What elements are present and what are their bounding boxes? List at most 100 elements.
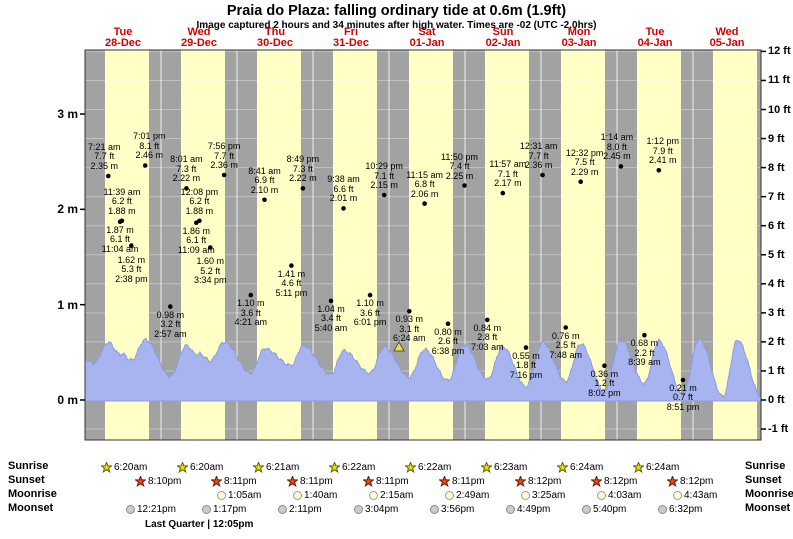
tide-point-dot [680, 377, 686, 383]
tide-point-dot [328, 298, 334, 304]
sunrise-entry: 6:24am [557, 461, 603, 473]
tide-annotation: 0.84 m 2.8 ft 7:03 am [471, 322, 504, 352]
sunset-star-icon [439, 475, 450, 487]
moonrise-time: 3:25am [532, 489, 566, 501]
moonrise-circle-icon [369, 490, 378, 500]
day-label: Sat 01-Jan [409, 26, 445, 49]
meter-axis-label: 0 m [57, 393, 78, 407]
page-title: Praia do Plaza: falling ordinary tide at… [226, 3, 567, 19]
moonset-time: 3:04pm [365, 503, 399, 515]
moonset-circle-icon [658, 504, 667, 514]
tide-annotation: 0.68 m 2.2 ft 8:39 am [628, 338, 661, 368]
tide-annotation: 11:39 am 6.2 ft 1.88 m [103, 186, 141, 216]
moonrise-time: 1:05am [228, 489, 262, 501]
moonrise-circle-icon [597, 490, 606, 500]
tide-annotation: 12:08 pm 6.2 ft 1.88 m [180, 186, 219, 216]
tide-point-dot [618, 164, 624, 169]
tide-annotation: 1:12 pm 7.9 ft 2.41 m [646, 136, 680, 166]
sunset-entry: 8:10pm [135, 475, 181, 487]
moonset-entry: 5:40pm [582, 503, 626, 515]
tide-point-dot [642, 332, 647, 338]
moonrise-time: 4:03am [608, 489, 642, 501]
sunrise-star-icon [481, 461, 492, 473]
tide-annotation: 11:50 pm 7.4 ft 2.25 m [441, 151, 478, 181]
sunset-row-label-left: Sunset [8, 474, 45, 486]
tide-point-dot [445, 321, 451, 327]
moonset-time: 4:49pm [517, 503, 551, 515]
day-label: Sun 02-Jan [485, 26, 521, 49]
sunset-star-icon [667, 475, 678, 487]
moonset-entry: 1:17pm [202, 503, 246, 515]
moonrise-circle-icon [673, 490, 682, 500]
moonset-circle-icon [582, 504, 591, 514]
tide-annotation: 8:41 am 6.9 ft 2.10 m [248, 165, 281, 195]
moonset-circle-icon [202, 504, 211, 514]
sunrise-time: 6:22am [418, 461, 452, 473]
tide-point-dot [119, 218, 125, 224]
plot-border [84, 49, 762, 441]
sunrise-time: 6:20am [190, 461, 224, 473]
tide-point-dot [462, 183, 467, 188]
sunset-row-label-right: Sunset [745, 474, 782, 486]
moonset-entry: 2:11pm [278, 503, 322, 515]
tide-annotation: 8:49 pm 7.3 ft 2.22 m [286, 154, 320, 184]
tide-point-dot [341, 206, 346, 211]
day-label: Tue 28-Dec [104, 26, 142, 49]
moonrise-entry: 2:15am [369, 489, 413, 501]
tide-curve-area [84, 337, 762, 402]
feet-axis-label: 12 ft [768, 45, 791, 58]
sunrise-entry: 6:23am [481, 461, 527, 473]
tide-point-dot [142, 163, 148, 168]
tide-annotation: 0.98 m 3.2 ft 2:57 am [154, 309, 187, 339]
sunset-entry: 8:12pm [591, 475, 637, 487]
feet-axis-label: 3 ft [768, 306, 785, 319]
sunrise-entry: 6:20am [101, 461, 147, 473]
feet-axis-label: 1 ft [768, 364, 785, 377]
moonrise-time: 2:49am [456, 489, 490, 501]
sunset-star-icon [591, 475, 602, 487]
moonset-circle-icon [430, 504, 439, 514]
moonset-entry: 6:32pm [658, 503, 702, 515]
tide-annotation: 0.21 m 0.7 ft 8:51 pm [666, 382, 700, 412]
day-label: Tue 04-Jan [637, 26, 673, 49]
sunset-entry: 8:11pm [439, 475, 485, 487]
moonrise-circle-icon [521, 490, 530, 500]
sunset-entry: 8:11pm [363, 475, 409, 487]
day-label: Mon 03-Jan [561, 26, 597, 49]
tide-point-dot [262, 197, 267, 203]
moonset-row-label-right: Moonset [745, 502, 791, 514]
tide-point-dot [300, 186, 306, 191]
tide-annotation: 0.55 m 1.8 ft 7:16 pm [509, 350, 543, 380]
tide-annotation: 9:38 am 6.6 ft 2.01 m [327, 174, 360, 204]
tide-point-dot [248, 292, 254, 298]
moonrise-time: 2:15am [380, 489, 414, 501]
sunset-time: 8:12pm [528, 475, 562, 487]
sunset-time: 8:12pm [680, 475, 714, 487]
moonset-entry: 12:21pm [126, 503, 176, 515]
feet-axis-label: 2 ft [768, 335, 785, 348]
moonset-circle-icon [126, 504, 135, 514]
sunrise-star-icon [405, 461, 416, 473]
tide-annotation: 0.36 m 1.2 ft 8:02 pm [588, 368, 621, 398]
sunset-entry: 8:11pm [211, 475, 257, 487]
tide-point-dot [221, 172, 227, 178]
tide-point-dot [106, 173, 111, 179]
day-label: Fri 31-Dec [332, 26, 370, 49]
moonset-circle-icon [354, 504, 363, 514]
moonrise-entry: 3:25am [521, 489, 565, 501]
tide-point-dot [407, 309, 412, 314]
sunset-time: 8:11pm [452, 475, 485, 487]
moonrise-circle-icon [293, 490, 302, 500]
sunrise-time: 6:23am [494, 461, 528, 473]
tide-annotation: 1.87 m 6.1 ft 11:04 am [101, 224, 139, 254]
moonset-row-label-left: Moonset [8, 502, 54, 514]
tide-point-dot [197, 218, 202, 224]
tide-annotation: 0.93 m 3.1 ft 6:24 am [393, 314, 426, 344]
day-label: Wed 05-Jan [709, 26, 745, 49]
moonset-time: 5:40pm [593, 503, 627, 515]
capture-note: Image captured 2 hours and 34 minutes af… [196, 20, 597, 31]
feet-axis-label: 8 ft [768, 161, 785, 174]
feet-axis-label: 5 ft [768, 248, 785, 261]
tide-annotation: 11:57 am 7.1 ft 2.17 m [489, 159, 527, 189]
